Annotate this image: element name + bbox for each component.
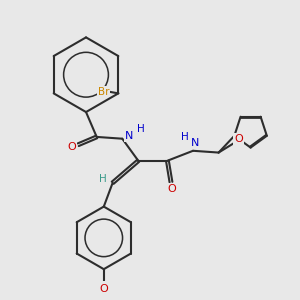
Text: O: O <box>68 142 76 152</box>
Text: O: O <box>99 284 108 294</box>
Text: N: N <box>190 138 199 148</box>
Text: O: O <box>234 134 243 144</box>
Text: H: H <box>99 174 106 184</box>
Text: O: O <box>167 184 176 194</box>
Text: N: N <box>124 131 133 141</box>
Text: Br: Br <box>98 87 109 97</box>
Text: H: H <box>137 124 145 134</box>
Text: H: H <box>181 132 189 142</box>
